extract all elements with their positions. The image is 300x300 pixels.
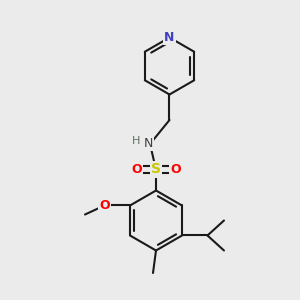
Text: H: H [132, 136, 141, 146]
Text: O: O [99, 199, 110, 212]
Text: N: N [144, 137, 153, 151]
Text: N: N [164, 31, 175, 44]
Text: S: S [151, 163, 161, 176]
Text: O: O [131, 163, 142, 176]
Text: O: O [170, 163, 181, 176]
